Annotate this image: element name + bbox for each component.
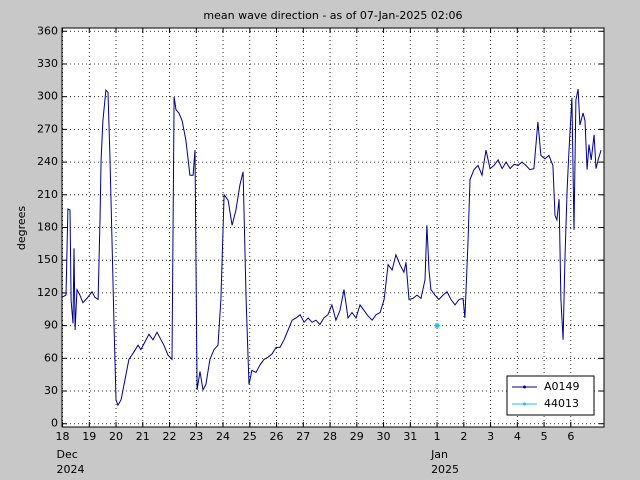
legend-marker xyxy=(523,402,526,406)
y-tick-label: 150 xyxy=(37,253,58,266)
x-month-label: Dec xyxy=(57,448,78,461)
y-tick-label: 30 xyxy=(44,384,58,397)
y-tick-label: 0 xyxy=(51,417,58,430)
y-tick-label: 270 xyxy=(37,122,58,135)
x-tick-label: 21 xyxy=(136,430,150,443)
x-tick-label: 20 xyxy=(109,430,123,443)
x-tick-label: 4 xyxy=(514,430,521,443)
x-tick-label: 25 xyxy=(243,430,257,443)
x-tick-label: 5 xyxy=(541,430,548,443)
x-tick-label: 6 xyxy=(567,430,574,443)
series-line xyxy=(61,88,602,407)
y-tick-label: 240 xyxy=(37,155,58,168)
x-tick-label: 3 xyxy=(487,430,494,443)
y-tick-label: 180 xyxy=(37,221,58,234)
x-tick-label: 23 xyxy=(189,430,203,443)
legend-marker xyxy=(523,385,526,389)
x-tick-label: 31 xyxy=(403,430,417,443)
plot-area xyxy=(62,28,604,427)
legend-box xyxy=(506,375,595,416)
x-month-label: Jan xyxy=(430,448,448,461)
x-tick-label: 1 xyxy=(434,430,441,443)
y-tick-label: 330 xyxy=(37,57,58,70)
x-year-label: 2025 xyxy=(431,463,459,476)
y-tick-label: 300 xyxy=(37,90,58,103)
point-marker xyxy=(434,322,441,329)
x-tick-label: 30 xyxy=(377,430,391,443)
y-tick-label: 210 xyxy=(37,188,58,201)
x-tick-label: 26 xyxy=(270,430,284,443)
x-tick-label: 18 xyxy=(56,430,70,443)
y-tick-label: 90 xyxy=(44,319,58,332)
x-tick-label: 28 xyxy=(323,430,337,443)
y-tick-label: 60 xyxy=(44,351,58,364)
x-tick-label: 22 xyxy=(163,430,177,443)
x-tick-label: 29 xyxy=(350,430,364,443)
x-tick-label: 27 xyxy=(296,430,310,443)
x-tick-label: 24 xyxy=(216,430,230,443)
y-tick-label: 360 xyxy=(37,24,58,37)
legend-label: A0149 xyxy=(544,380,580,393)
legend-label: 44013 xyxy=(544,397,579,410)
y-axis-label: degrees xyxy=(15,206,28,251)
y-tick-label: 120 xyxy=(37,286,58,299)
x-tick-label: 2 xyxy=(460,430,467,443)
chart-title: mean wave direction - as of 07-Jan-2025 … xyxy=(203,9,462,22)
axes-box xyxy=(61,27,605,428)
x-year-label: 2024 xyxy=(57,463,85,476)
x-tick-label: 19 xyxy=(82,430,96,443)
